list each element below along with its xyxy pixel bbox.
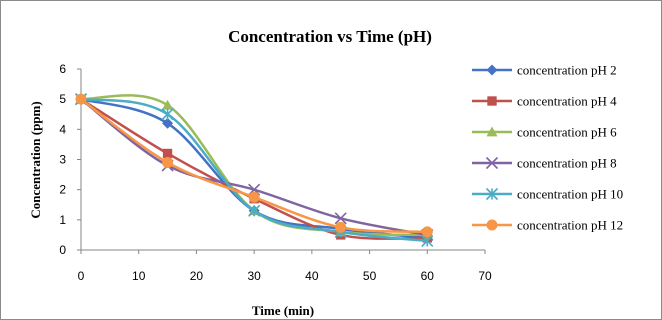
y-tick-label: 6 <box>59 62 66 76</box>
x-tick-label: 0 <box>78 269 85 283</box>
y-tick-label: 5 <box>59 92 66 106</box>
data-point <box>248 191 260 203</box>
legend-label: concentration pH 4 <box>517 94 617 109</box>
data-point <box>162 148 173 159</box>
legend-marker <box>486 219 498 231</box>
data-point <box>334 212 347 225</box>
series-6 <box>75 93 433 238</box>
data-point <box>248 204 261 217</box>
legend-item: concentration pH 8 <box>472 156 617 171</box>
x-tick-label: 20 <box>190 269 204 283</box>
legend-marker <box>486 126 498 137</box>
legend-marker <box>485 187 499 201</box>
data-point <box>162 99 174 110</box>
y-tick-label: 4 <box>59 122 66 136</box>
y-tick-label: 0 <box>59 243 66 257</box>
y-tick-label: 1 <box>59 213 66 227</box>
legend: concentration pH 2 concentration pH 4 conc… <box>472 63 623 233</box>
legend-item: concentration pH 12 <box>472 218 623 233</box>
chart-title: Concentration vs Time (pH) <box>228 27 432 46</box>
legend-label: concentration pH 6 <box>517 125 617 140</box>
data-point <box>162 157 174 169</box>
legend-marker <box>487 96 497 106</box>
legend-item: concentration pH 10 <box>472 187 623 202</box>
x-tick-label: 10 <box>132 269 146 283</box>
legend-item: concentration pH 6 <box>472 125 617 140</box>
legend-marker <box>486 64 498 76</box>
data-point <box>75 93 87 105</box>
y-tick-label: 2 <box>59 183 66 197</box>
legend-marker <box>485 156 499 170</box>
legend-item: concentration pH 2 <box>472 63 617 78</box>
x-tick-label: 30 <box>247 269 261 283</box>
data-point <box>421 226 433 238</box>
legend-label: concentration pH 12 <box>517 218 623 233</box>
x-tick-label: 40 <box>305 269 319 283</box>
x-tick-label: 50 <box>363 269 377 283</box>
x-tick-label: 60 <box>421 269 435 283</box>
y-axis-label: Concentration (ppm) <box>28 101 43 218</box>
legend-item: concentration pH 4 <box>472 94 617 109</box>
data-point <box>161 108 174 121</box>
legend-label: concentration pH 8 <box>517 156 617 171</box>
x-tick-label: 70 <box>478 269 492 283</box>
x-axis-label: Time (min) <box>252 303 314 318</box>
series-layer <box>74 93 434 248</box>
data-point <box>335 221 347 233</box>
y-tick-label: 3 <box>59 153 66 167</box>
data-point <box>162 117 174 129</box>
legend-label: concentration pH 10 <box>517 187 623 202</box>
legend-label: concentration pH 2 <box>517 63 617 78</box>
